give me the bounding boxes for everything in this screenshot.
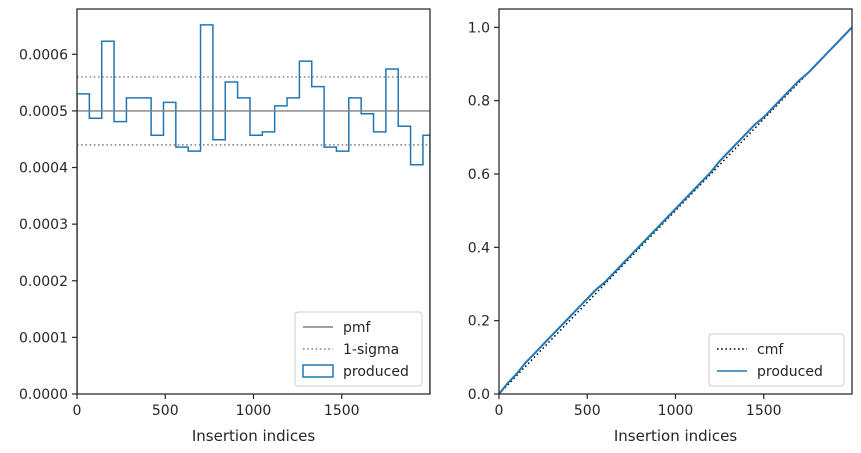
plot-area <box>77 24 430 394</box>
x-tick-label: 1500 <box>746 403 782 419</box>
y-tick-label: 0.4 <box>468 240 490 256</box>
x-tick-label: 500 <box>152 403 179 419</box>
x-tick-label: 0 <box>73 403 82 419</box>
y-tick-label: 0.0006 <box>19 47 68 63</box>
plot-area <box>499 26 852 394</box>
legend-label-produced: produced <box>343 364 409 380</box>
x-tick-label: 500 <box>574 403 601 419</box>
legend-box <box>708 333 845 387</box>
x-axis-label: Insertion indices <box>614 427 737 445</box>
legend: pmf 1-sigma produced <box>294 311 423 387</box>
y-tick-label: 0.6 <box>468 167 490 183</box>
x-axis-label: Insertion indices <box>192 427 315 445</box>
left-chart-pmf: 0 500 1000 1500 0.0000 0.0001 0.0002 0.0003 0.00… <box>19 8 431 445</box>
legend-label-cmf: cmf <box>757 342 784 358</box>
series-cmf-line <box>499 26 852 394</box>
y-tick-label: 0.2 <box>468 314 490 330</box>
y-tick-label: 0.0004 <box>19 161 68 177</box>
y-tick-label: 0.0000 <box>19 387 68 403</box>
y-tick-label: 0.0003 <box>19 217 68 233</box>
y-tick-label: 0.0005 <box>19 104 68 120</box>
legend-label-pmf: pmf <box>343 320 372 336</box>
x-tick-label: 0 <box>495 403 504 419</box>
x-tick-label: 1500 <box>324 403 360 419</box>
x-tick-label: 1000 <box>658 403 694 419</box>
legend-swatch-produced <box>302 364 334 378</box>
y-tick-label: 0.8 <box>468 94 490 110</box>
y-tick-label: 0.0 <box>468 387 490 403</box>
legend-box <box>294 311 423 387</box>
x-tick-label: 1000 <box>236 403 272 419</box>
legend-label-1-sigma: 1-sigma <box>343 342 399 358</box>
legend-label-produced: produced <box>757 364 823 380</box>
y-tick-label: 1.0 <box>468 20 490 36</box>
legend: cmf produced <box>708 333 845 387</box>
y-tick-label: 0.0001 <box>19 330 68 346</box>
y-tick-label: 0.0002 <box>19 274 68 290</box>
series-produced-step <box>77 24 430 394</box>
right-chart-cmf: 0 500 1000 1500 0.0 0.2 0.4 0.6 0.8 1.0 Insertion … <box>468 8 853 445</box>
series-produced-line <box>499 26 852 394</box>
